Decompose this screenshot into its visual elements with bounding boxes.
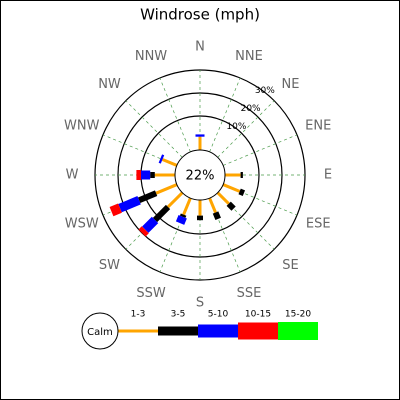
grid-line: [159, 77, 191, 153]
wind-segment: [179, 213, 187, 218]
wind-segment: [175, 215, 187, 225]
chart-title: Windrose (mph): [140, 6, 260, 24]
legend-swatch: [238, 322, 278, 340]
direction-label: W: [66, 168, 79, 183]
direction-label: NNE: [235, 49, 263, 64]
direction-label: E: [324, 168, 332, 183]
legend-calm-label: Calm: [87, 327, 113, 338]
wind-segment: [161, 158, 178, 167]
direction-label: ESE: [306, 216, 331, 231]
grid-line: [217, 100, 275, 158]
wind-segment: [155, 183, 178, 195]
wind-segment: [138, 226, 149, 237]
ring-label: 20%: [241, 104, 261, 114]
legend-swatch: [198, 324, 238, 338]
wind-segment: [222, 183, 241, 193]
grid-line: [209, 77, 241, 153]
wind-segment: [142, 216, 159, 233]
wind-segment: [158, 154, 165, 164]
wind-segment: [238, 188, 246, 196]
wind-segment: [166, 191, 184, 209]
direction-label: SSE: [237, 286, 262, 301]
wind-segment: [182, 197, 192, 216]
direction-label: WNW: [64, 119, 100, 134]
wind-segment: [137, 190, 158, 203]
wind-segment: [109, 203, 122, 217]
legend-label: 3-5: [171, 310, 186, 320]
wind-segment: [118, 196, 141, 213]
wind-segment: [152, 204, 171, 223]
wind-segment: [226, 201, 236, 211]
grid-line: [222, 134, 298, 166]
direction-label: N: [195, 40, 205, 55]
legend-label: 15-20: [285, 310, 311, 320]
ring-label: 30%: [255, 86, 275, 96]
calm-value: 22%: [186, 169, 215, 184]
legend-swatch: [278, 322, 318, 340]
ring-label: 10%: [226, 122, 246, 132]
wind-segment: [212, 211, 221, 221]
grid-line: [125, 100, 183, 158]
legend-label: 10-15: [245, 310, 271, 320]
legend-label: 5-10: [208, 310, 229, 320]
direction-label: S: [196, 296, 204, 311]
direction-label: NNW: [135, 49, 167, 64]
legend-calm: [81, 312, 119, 350]
direction-label: WSW: [65, 216, 99, 231]
calm-circle: [174, 149, 226, 201]
wind-segment: [208, 197, 217, 214]
legend-swatch: [118, 329, 158, 333]
direction-label: SW: [99, 258, 120, 273]
legend-label: 1-3: [131, 310, 146, 320]
wind-segment: [216, 191, 230, 205]
direction-label: ENE: [305, 119, 331, 134]
direction-label: NE: [282, 77, 300, 92]
direction-label: NW: [98, 77, 121, 92]
direction-label: SSW: [136, 286, 166, 301]
direction-label: SE: [282, 258, 298, 273]
legend-swatch: [158, 326, 198, 336]
